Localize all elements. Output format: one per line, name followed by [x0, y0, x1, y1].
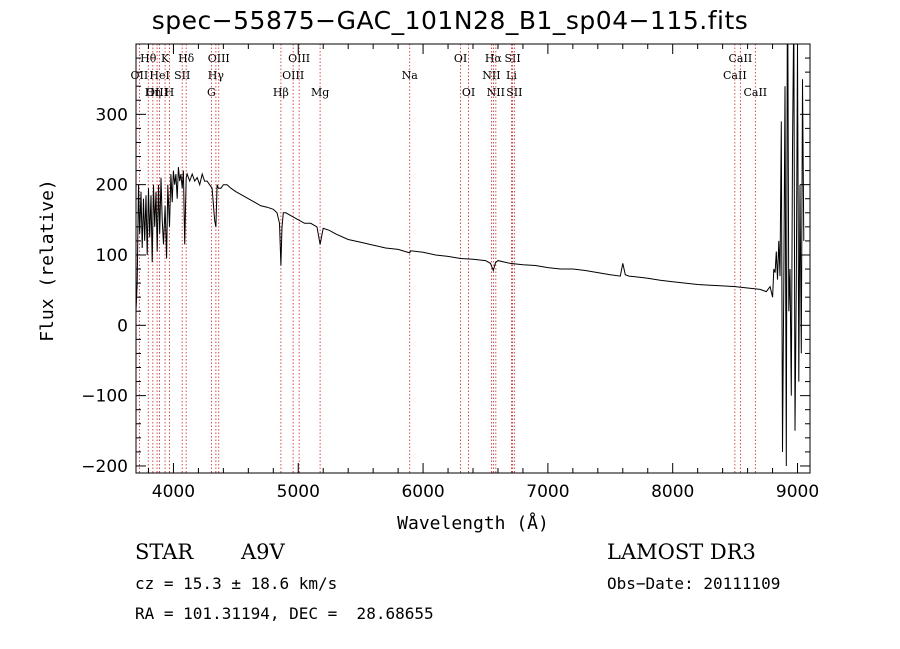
- x-tick-label: 7000: [526, 482, 569, 502]
- line-label: CaII: [729, 52, 753, 65]
- line-label: K: [161, 52, 170, 65]
- line-label: Na: [402, 69, 419, 82]
- line-label: OIII: [288, 52, 310, 65]
- y-tick-label: −100: [81, 387, 128, 407]
- line-label: SII: [174, 69, 190, 82]
- y-tick-label: 200: [96, 176, 128, 196]
- redshift-text: cz = 15.3 ± 18.6 km/s: [135, 574, 338, 593]
- y-tick-label: −200: [81, 457, 128, 477]
- line-label: OIII: [282, 69, 304, 82]
- y-axis-label: Flux (relative): [37, 179, 58, 342]
- x-tick-label: 8000: [651, 482, 694, 502]
- line-label: OI: [462, 86, 475, 99]
- obs-date: Obs−Date: 20111109: [607, 574, 781, 593]
- object-class: STAR: [135, 540, 194, 564]
- y-tick-label: 100: [96, 246, 128, 266]
- line-label: OIII: [146, 86, 168, 99]
- survey-name: LAMOST DR3: [607, 540, 756, 564]
- line-label: OII: [131, 69, 149, 82]
- x-tick-label: 5000: [277, 482, 320, 502]
- line-label: OI: [454, 52, 467, 65]
- line-label: SII: [504, 52, 520, 65]
- line-label: HeI: [149, 69, 169, 82]
- line-label: OIII: [208, 52, 230, 65]
- line-label: Hδ: [178, 52, 195, 65]
- line-label: NII: [482, 69, 500, 82]
- x-tick-label: 9000: [776, 482, 819, 502]
- line-label: G: [207, 86, 216, 99]
- line-label: Mg: [311, 86, 329, 99]
- y-tick-label: 0: [117, 316, 128, 336]
- x-tick-label: 4000: [152, 482, 195, 502]
- line-label: Hη: [145, 86, 161, 99]
- line-label: CaII: [723, 69, 747, 82]
- line-label: Li: [506, 69, 517, 82]
- line-label: H: [165, 86, 175, 99]
- line-label: Hγ: [208, 69, 225, 82]
- line-label: NII: [487, 86, 505, 99]
- x-tick-label: 6000: [401, 482, 444, 502]
- object-subclass: A9V: [241, 540, 285, 564]
- series-line-flux: [136, 44, 805, 467]
- line-label: SII: [506, 86, 522, 99]
- x-axis-label: Wavelength (Å): [397, 512, 549, 534]
- line-label: Hθ: [140, 52, 157, 65]
- coordinates-text: RA = 101.31194, DEC = 28.68655: [135, 604, 434, 623]
- line-label: CaII: [743, 86, 767, 99]
- chart-title: spec−55875−GAC_101N28_B1_sp04−115.fits: [151, 6, 749, 35]
- line-label: Hα: [485, 52, 503, 65]
- y-tick-label: 300: [96, 105, 128, 125]
- plot-frame: [135, 43, 811, 474]
- line-label: Hβ: [273, 86, 289, 99]
